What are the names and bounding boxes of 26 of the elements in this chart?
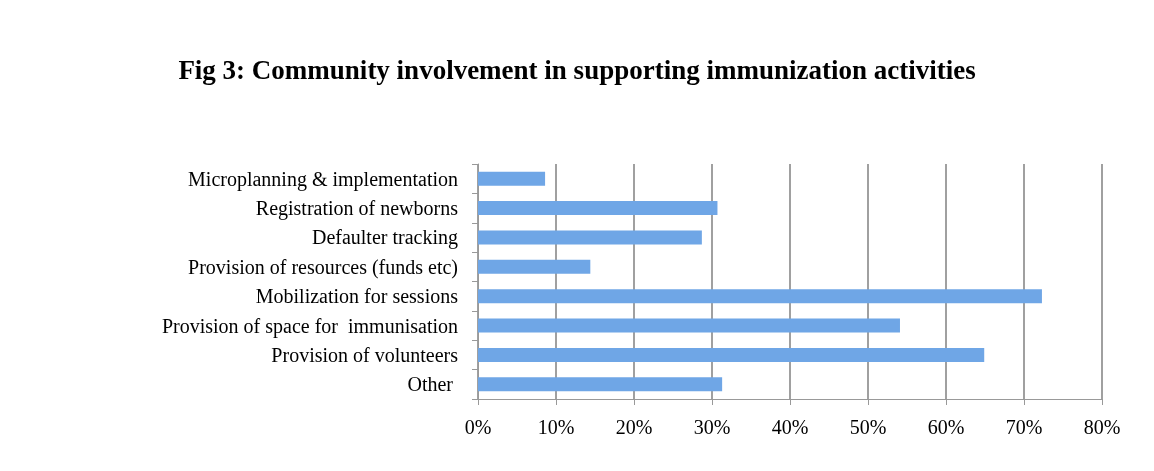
bar bbox=[478, 347, 985, 362]
x-tick-label: 30% bbox=[693, 416, 731, 438]
y-tick-label: Provision of space for immunisation bbox=[161, 314, 458, 338]
chart-title: Fig 3: Community involvement in supporting immunization activities bbox=[178, 55, 976, 85]
y-tick-label: Other bbox=[407, 373, 458, 396]
x-tick-label: 70% bbox=[1005, 416, 1043, 438]
bar bbox=[478, 171, 546, 186]
y-tick-label: Provision of resources (funds etc) bbox=[188, 255, 458, 279]
bar bbox=[478, 289, 1042, 304]
y-tick-label: Registration of newborns bbox=[255, 197, 459, 221]
bar bbox=[478, 201, 718, 216]
y-tick-label: Provision of volunteers bbox=[271, 343, 459, 366]
y-tick-label: Defaulter tracking bbox=[311, 226, 458, 250]
y-tick-label: Mobilization for sessions bbox=[255, 285, 459, 308]
x-tick-label: 0% bbox=[464, 416, 492, 438]
y-tick-label: Microplanning & implementation bbox=[188, 167, 458, 191]
x-tick-label: 50% bbox=[849, 416, 887, 438]
x-tick-label: 80% bbox=[1083, 416, 1121, 438]
bar bbox=[478, 318, 900, 333]
bar bbox=[478, 377, 723, 392]
x-tick-label: 10% bbox=[537, 416, 575, 438]
x-tick-label: 20% bbox=[615, 416, 653, 438]
x-tick-label: 40% bbox=[771, 416, 809, 438]
x-tick-label: 60% bbox=[927, 416, 965, 438]
bar bbox=[478, 259, 591, 274]
bar bbox=[478, 230, 702, 245]
